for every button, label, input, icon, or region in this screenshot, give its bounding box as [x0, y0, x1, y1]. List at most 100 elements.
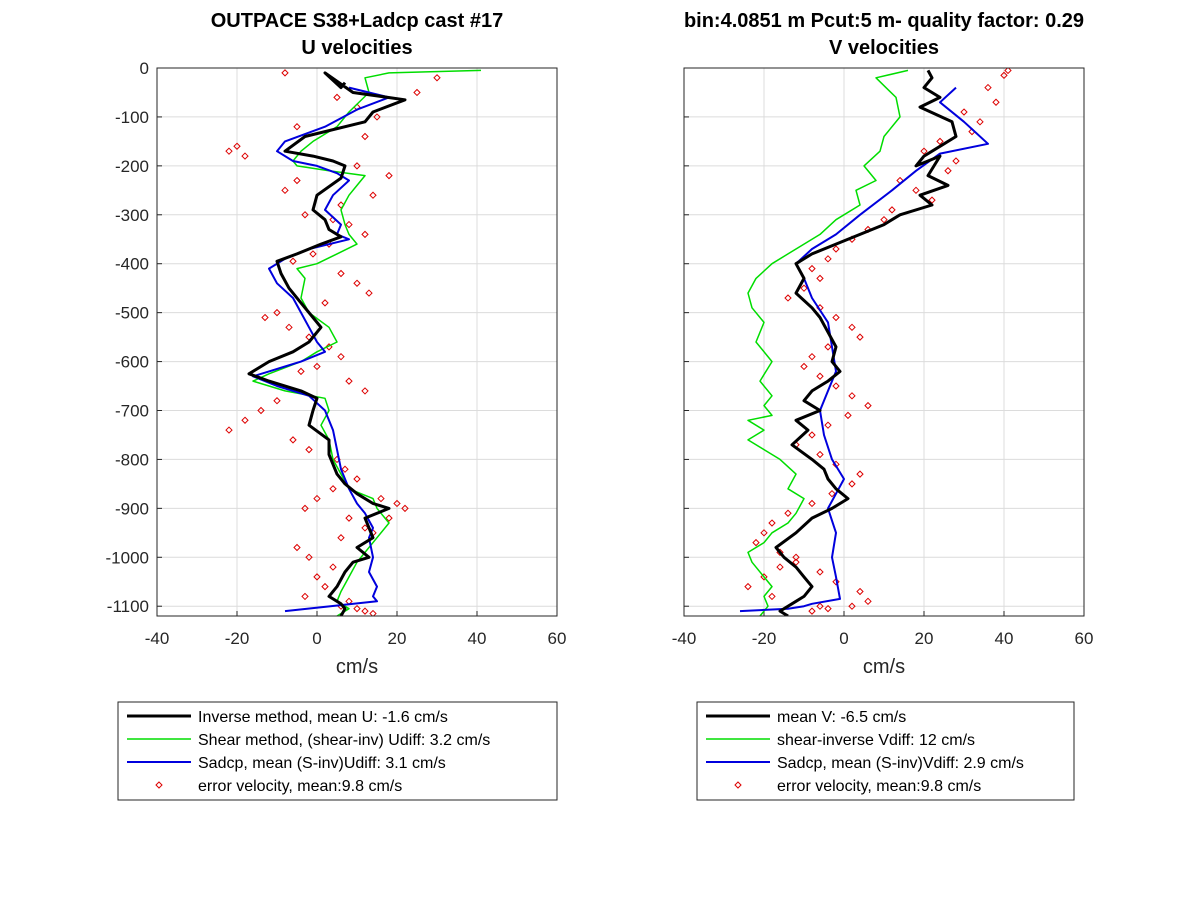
v-error-point — [920, 147, 928, 155]
u-chart-title: OUTPACE S38+Ladcp cast #17 — [211, 10, 504, 32]
v-x-tick-label: 40 — [995, 629, 1014, 648]
u-error-point — [353, 279, 361, 287]
v-series-group — [739, 68, 1012, 616]
u-error-point — [313, 573, 321, 581]
u-error-point — [337, 352, 345, 361]
u-y-tick-label: -400 — [115, 255, 149, 274]
u-error-point — [289, 436, 297, 444]
u-error-point — [369, 191, 377, 199]
v-error-point — [744, 582, 752, 591]
v-sadcp-line — [739, 86, 989, 613]
u-y-tick-label: -700 — [115, 402, 149, 421]
v-x-tick-label: -20 — [752, 629, 777, 648]
v-error-point — [976, 118, 984, 126]
u-error-point — [293, 543, 301, 552]
u-x-tick-label: -20 — [225, 629, 250, 648]
v-error-point — [808, 264, 816, 273]
v-error-point — [816, 602, 824, 610]
v-chart-title: bin:4.0851 m Pcut:5 m- quality factor: 0… — [684, 10, 1084, 32]
v-error-point — [816, 274, 824, 283]
v-legend-error-swatch — [734, 781, 742, 789]
u-error-point — [365, 289, 373, 297]
u-error-point — [321, 299, 329, 307]
u-legend-inverse-label: Inverse method, mean U: -1.6 cm/s — [198, 709, 448, 726]
v-error-point — [752, 538, 760, 547]
u-error-point — [309, 250, 317, 258]
u-error-point — [413, 88, 421, 97]
u-error-point — [361, 132, 369, 141]
v-error-point — [832, 245, 840, 253]
u-error-point — [377, 494, 385, 503]
v-error-point — [864, 401, 872, 410]
v-error-point — [848, 323, 856, 332]
v-x-tick-label: 0 — [839, 629, 848, 648]
v-error-point — [888, 206, 896, 214]
u-error-point — [369, 609, 377, 616]
u-series-group — [225, 69, 482, 616]
u-error-point — [281, 186, 289, 195]
v-error-point — [992, 98, 1000, 106]
v-x-tick-label: -40 — [672, 629, 697, 648]
v-error-point — [760, 529, 768, 537]
u-x-axis-label: cm/s — [336, 656, 378, 678]
u-error-point — [301, 504, 309, 513]
u-velocity-axes: -40 -20 0 20 40 600-100-200-300-400-500-600-7… — [106, 59, 567, 648]
v-error-point — [856, 333, 864, 341]
v-error-point — [800, 284, 808, 292]
u-error-point — [361, 387, 369, 395]
u-error-point — [353, 162, 361, 170]
u-legend-error-label: error velocity, mean:9.8 cm/s — [198, 778, 402, 795]
u-error-point — [353, 604, 361, 613]
u-error-point — [301, 211, 309, 219]
u-error-point — [341, 465, 349, 473]
u-y-tick-label: -200 — [115, 157, 149, 176]
v-error-point — [816, 450, 824, 459]
u-x-tick-label: 40 — [468, 629, 487, 648]
v-velocity-axes: -40 -20 0 20 40 60 — [672, 67, 1093, 648]
v-error-point — [808, 499, 816, 508]
u-error-point — [353, 475, 361, 483]
v-error-point — [848, 392, 856, 400]
u-y-tick-label: -1100 — [107, 597, 149, 616]
v-error-point — [828, 489, 836, 498]
u-y-tick-label: -500 — [115, 304, 149, 323]
u-error-point — [225, 426, 233, 434]
u-y-tick-label: -1000 — [106, 548, 149, 567]
v-legend-sadcp-label: Sadcp, mean (S-inv)Vdiff: 2.9 cm/s — [777, 755, 1024, 772]
u-error-point — [361, 607, 369, 615]
u-error-point — [233, 142, 241, 150]
v-x-axis-label: cm/s — [863, 656, 905, 678]
v-error-point — [936, 137, 944, 146]
v-error-point — [808, 607, 816, 615]
v-error-point — [844, 411, 852, 420]
u-error-point — [281, 69, 289, 77]
u-error-point — [313, 494, 321, 503]
u-error-point — [393, 499, 401, 508]
u-legend-error-swatch — [155, 781, 163, 789]
u-error-point — [293, 123, 301, 131]
v-error-point — [768, 592, 776, 601]
v-error-point — [856, 470, 864, 478]
v-error-point — [824, 343, 832, 351]
u-error-point — [337, 534, 345, 542]
u-legend-shear-label: Shear method, (shear-inv) Udiff: 3.2 cm/… — [198, 732, 490, 749]
u-error-point — [301, 592, 309, 601]
v-inverse-line — [774, 69, 958, 616]
v-chart-subtitle: V velocities — [829, 37, 939, 59]
u-error-point — [385, 514, 393, 522]
u-x-tick-label: 60 — [548, 629, 567, 648]
u-error-point — [325, 343, 333, 351]
v-error-point — [832, 313, 840, 322]
v-axes-frame — [683, 67, 1085, 617]
u-x-tick-label: 0 — [312, 629, 321, 648]
u-error-point — [373, 113, 381, 121]
u-y-tick-label: -100 — [115, 108, 149, 127]
u-sadcp-line — [252, 86, 390, 613]
u-error-point — [401, 504, 409, 513]
u-error-point — [273, 308, 281, 317]
v-plot-area — [684, 68, 1084, 616]
u-error-point — [329, 563, 337, 571]
u-error-point — [285, 323, 293, 332]
u-y-tick-label: 0 — [140, 59, 149, 78]
